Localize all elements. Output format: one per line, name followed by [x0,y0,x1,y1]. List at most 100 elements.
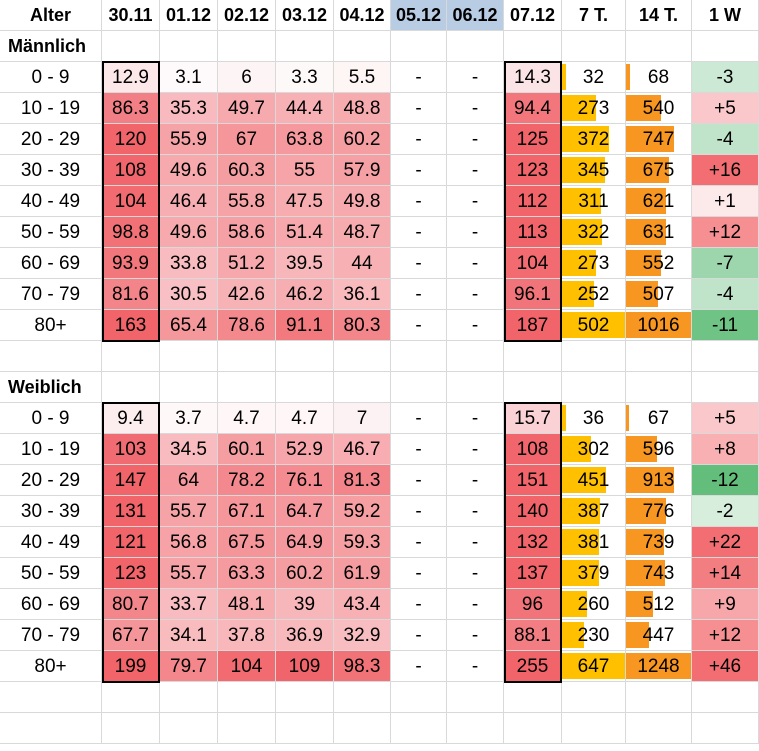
age-group[interactable]: 80+ [0,310,102,341]
incidence-cell[interactable]: 65.4 [160,310,218,341]
empty-cell[interactable] [504,372,562,403]
age-group[interactable]: 40 - 49 [0,186,102,217]
incidence-cell[interactable]: 81.6 [102,279,160,310]
incidence-cell[interactable]: - [391,465,447,496]
age-group[interactable]: 50 - 59 [0,217,102,248]
fourteen-day-sum[interactable]: 621 [626,186,692,217]
empty-cell[interactable] [160,31,218,62]
incidence-cell[interactable]: 7 [334,403,391,434]
incidence-cell[interactable]: 35.3 [160,93,218,124]
incidence-cell[interactable]: - [447,310,504,341]
week-change[interactable]: -4 [692,279,759,310]
incidence-cell[interactable]: 51.4 [276,217,334,248]
incidence-cell[interactable]: 199 [102,651,160,682]
empty-cell[interactable] [0,682,102,713]
incidence-cell[interactable]: - [447,465,504,496]
week-change[interactable]: +1 [692,186,759,217]
incidence-cell[interactable]: 93.9 [102,248,160,279]
incidence-cell[interactable]: 46.2 [276,279,334,310]
seven-day-sum[interactable]: 32 [562,62,626,93]
week-change[interactable]: +46 [692,651,759,682]
incidence-cell[interactable]: 104 [102,186,160,217]
incidence-cell[interactable]: - [447,155,504,186]
incidence-cell[interactable]: 44.4 [276,93,334,124]
incidence-cell[interactable]: 78.6 [218,310,276,341]
week-change[interactable]: +5 [692,403,759,434]
week-change[interactable]: -11 [692,310,759,341]
incidence-cell[interactable]: - [447,248,504,279]
seven-day-sum[interactable]: 451 [562,465,626,496]
empty-cell[interactable] [334,372,391,403]
header-7-days[interactable]: 7 T. [562,0,626,31]
fourteen-day-sum[interactable]: 540 [626,93,692,124]
empty-cell[interactable] [504,682,562,713]
empty-cell[interactable] [0,341,102,372]
incidence-cell[interactable]: 80.3 [334,310,391,341]
incidence-cell[interactable]: - [391,217,447,248]
empty-cell[interactable] [276,372,334,403]
incidence-cell[interactable]: 64 [160,465,218,496]
empty-cell[interactable] [334,341,391,372]
seven-day-sum[interactable]: 372 [562,124,626,155]
seven-day-sum[interactable]: 273 [562,93,626,124]
incidence-cell[interactable]: 113 [504,217,562,248]
seven-day-sum[interactable]: 322 [562,217,626,248]
incidence-cell[interactable]: 67.7 [102,620,160,651]
incidence-cell[interactable]: 60.1 [218,434,276,465]
fourteen-day-sum[interactable]: 552 [626,248,692,279]
fourteen-day-sum[interactable]: 512 [626,589,692,620]
age-group[interactable]: 20 - 29 [0,465,102,496]
fourteen-day-sum[interactable]: 743 [626,558,692,589]
incidence-cell[interactable]: - [391,434,447,465]
incidence-cell[interactable]: 112 [504,186,562,217]
empty-cell[interactable] [160,372,218,403]
seven-day-sum[interactable]: 381 [562,527,626,558]
week-change[interactable]: -7 [692,248,759,279]
fourteen-day-sum[interactable]: 1248 [626,651,692,682]
empty-cell[interactable] [276,341,334,372]
empty-cell[interactable] [334,682,391,713]
header-date-01.12[interactable]: 01.12 [160,0,218,31]
incidence-cell[interactable]: - [447,620,504,651]
fourteen-day-sum[interactable]: 1016 [626,310,692,341]
incidence-cell[interactable]: 64.9 [276,527,334,558]
header-date-02.12[interactable]: 02.12 [218,0,276,31]
incidence-cell[interactable]: 67 [218,124,276,155]
incidence-cell[interactable]: - [391,124,447,155]
incidence-cell[interactable]: 60.2 [276,558,334,589]
incidence-cell[interactable]: 14.3 [504,62,562,93]
age-group[interactable]: 20 - 29 [0,124,102,155]
incidence-cell[interactable]: 103 [102,434,160,465]
fourteen-day-sum[interactable]: 747 [626,124,692,155]
incidence-cell[interactable]: 32.9 [334,620,391,651]
age-group[interactable]: 30 - 39 [0,496,102,527]
incidence-cell[interactable]: 58.6 [218,217,276,248]
incidence-cell[interactable]: 39 [276,589,334,620]
incidence-cell[interactable]: 4.7 [218,403,276,434]
incidence-cell[interactable]: 67.5 [218,527,276,558]
incidence-cell[interactable]: 46.4 [160,186,218,217]
incidence-cell[interactable]: 36.1 [334,279,391,310]
incidence-cell[interactable]: 60.3 [218,155,276,186]
empty-cell[interactable] [334,713,391,744]
incidence-cell[interactable]: 132 [504,527,562,558]
incidence-cell[interactable]: 55.8 [218,186,276,217]
seven-day-sum[interactable]: 230 [562,620,626,651]
incidence-cell[interactable]: 108 [102,155,160,186]
empty-cell[interactable] [692,341,759,372]
week-change[interactable]: +5 [692,93,759,124]
week-change[interactable]: -4 [692,124,759,155]
incidence-cell[interactable]: - [447,589,504,620]
incidence-cell[interactable]: 63.3 [218,558,276,589]
incidence-cell[interactable]: - [391,496,447,527]
incidence-cell[interactable]: 104 [218,651,276,682]
incidence-cell[interactable]: 120 [102,124,160,155]
empty-cell[interactable] [504,713,562,744]
empty-cell[interactable] [334,31,391,62]
incidence-cell[interactable]: 86.3 [102,93,160,124]
incidence-cell[interactable]: 43.4 [334,589,391,620]
incidence-cell[interactable]: - [447,279,504,310]
incidence-cell[interactable]: - [447,62,504,93]
incidence-cell[interactable]: 33.7 [160,589,218,620]
incidence-cell[interactable]: 49.8 [334,186,391,217]
